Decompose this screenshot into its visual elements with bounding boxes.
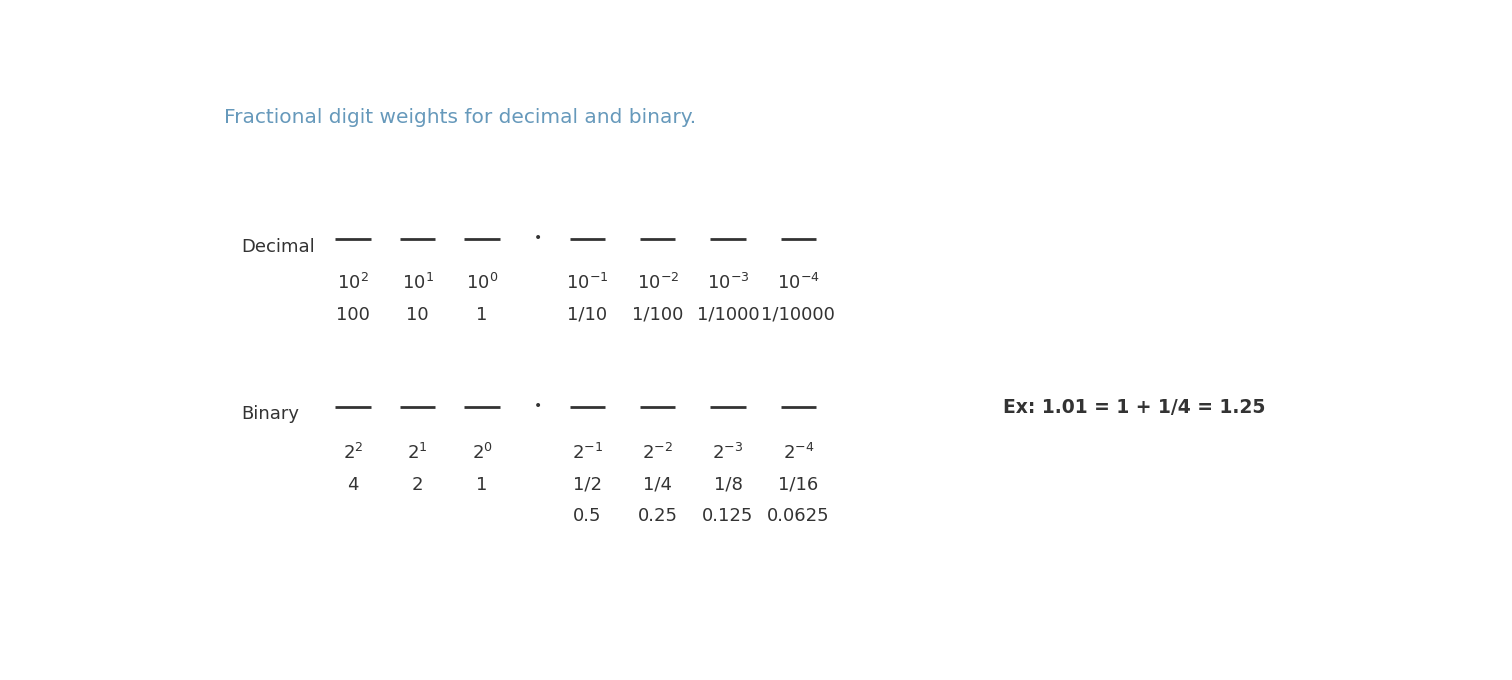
Text: Decimal: Decimal — [242, 237, 316, 256]
Text: $2^{-1}$: $2^{-1}$ — [572, 443, 603, 463]
Text: 0.5: 0.5 — [573, 507, 602, 525]
Text: 1/10: 1/10 — [567, 305, 608, 324]
Text: 2: 2 — [411, 476, 423, 494]
Text: •: • — [534, 399, 543, 413]
Text: 1/16: 1/16 — [779, 476, 818, 494]
Text: $10^{-4}$: $10^{-4}$ — [777, 273, 820, 293]
Text: 1/10000: 1/10000 — [762, 305, 835, 324]
Text: 1/2: 1/2 — [573, 476, 602, 494]
Text: $10^0$: $10^0$ — [466, 273, 497, 293]
Text: $2^{-3}$: $2^{-3}$ — [712, 443, 744, 463]
Text: $2^{-2}$: $2^{-2}$ — [643, 443, 673, 463]
Text: $10^{-3}$: $10^{-3}$ — [706, 273, 750, 293]
Text: 0.125: 0.125 — [703, 507, 753, 525]
Text: $2^1$: $2^1$ — [407, 443, 428, 463]
Text: Fractional digit weights for decimal and binary.: Fractional digit weights for decimal and… — [224, 107, 697, 126]
Text: 1/1000: 1/1000 — [697, 305, 759, 324]
Text: 1: 1 — [476, 476, 488, 494]
Text: 1/8: 1/8 — [714, 476, 742, 494]
Text: 1/100: 1/100 — [632, 305, 683, 324]
Text: $2^2$: $2^2$ — [343, 443, 363, 463]
Text: $2^{-4}$: $2^{-4}$ — [783, 443, 813, 463]
Text: $10^1$: $10^1$ — [402, 273, 434, 293]
Text: $10^{-1}$: $10^{-1}$ — [565, 273, 609, 293]
Text: 10: 10 — [407, 305, 429, 324]
Text: 100: 100 — [336, 305, 370, 324]
Text: $10^2$: $10^2$ — [337, 273, 369, 293]
Text: Binary: Binary — [242, 405, 299, 423]
Text: 1/4: 1/4 — [643, 476, 673, 494]
Text: Ex: 1.01 = 1 + 1/4 = 1.25: Ex: 1.01 = 1 + 1/4 = 1.25 — [1004, 398, 1266, 417]
Text: 0.0625: 0.0625 — [767, 507, 830, 525]
Text: •: • — [534, 231, 543, 245]
Text: $10^{-2}$: $10^{-2}$ — [637, 273, 679, 293]
Text: 1: 1 — [476, 305, 488, 324]
Text: 4: 4 — [348, 476, 358, 494]
Text: 0.25: 0.25 — [638, 507, 677, 525]
Text: $2^0$: $2^0$ — [472, 443, 493, 463]
